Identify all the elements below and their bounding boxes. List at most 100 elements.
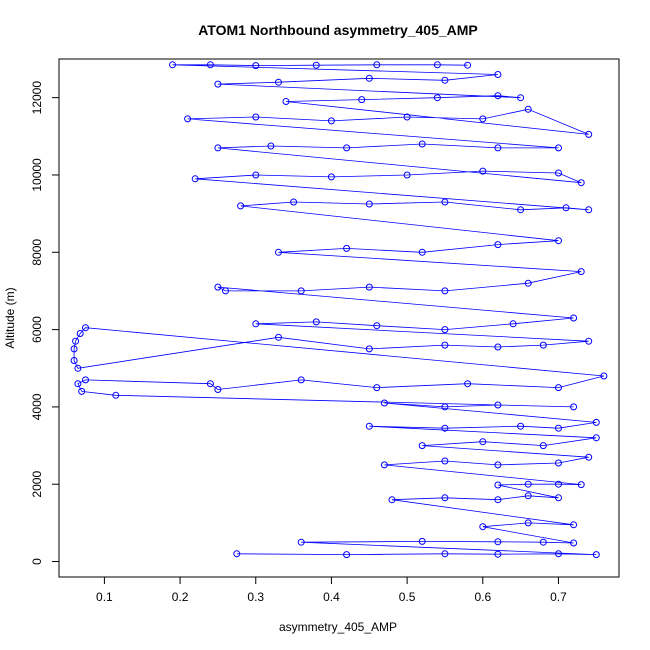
- data-point: [70, 357, 78, 364]
- data-point: [169, 61, 176, 69]
- data-point: [555, 237, 562, 245]
- data-point: [494, 343, 502, 351]
- data-point: [343, 144, 351, 152]
- data-point: [112, 391, 120, 399]
- data-point: [214, 386, 222, 393]
- plot-frame: [58, 58, 620, 578]
- data-point: [494, 538, 502, 546]
- data-point: [76, 330, 84, 337]
- data-point: [418, 442, 426, 450]
- data-point: [539, 442, 547, 450]
- data-point: [433, 94, 441, 102]
- data-point: [585, 453, 593, 461]
- data-point: [585, 206, 593, 214]
- y-tick-label: 10000: [30, 158, 44, 192]
- data-point: [327, 117, 335, 125]
- data-point: [555, 169, 562, 177]
- data-point: [570, 314, 578, 322]
- data-point: [494, 144, 502, 152]
- y-tick-label: 8000: [30, 239, 44, 266]
- y-tick-label: 0: [30, 558, 44, 565]
- data-point: [494, 461, 502, 469]
- data-point: [494, 550, 502, 558]
- data-point: [297, 287, 305, 295]
- data-point: [562, 204, 570, 212]
- data-point: [494, 241, 502, 249]
- data-point: [539, 538, 547, 546]
- data-point: [373, 61, 381, 69]
- data-point: [555, 550, 562, 558]
- y-tick-label: 4000: [30, 393, 44, 420]
- data-point: [191, 175, 199, 183]
- data-point: [365, 345, 373, 353]
- data-point: [555, 424, 562, 432]
- data-point: [297, 376, 305, 384]
- data-point: [524, 279, 532, 287]
- x-tick-label: 0.2: [172, 590, 189, 604]
- data-point: [592, 551, 600, 559]
- data-point: [206, 61, 214, 69]
- data-point: [403, 171, 411, 179]
- data-point: [585, 130, 593, 138]
- data-point: [252, 320, 260, 328]
- data-point: [74, 364, 82, 372]
- data-point: [72, 337, 80, 345]
- data-point: [418, 140, 426, 148]
- data-point: [577, 481, 585, 489]
- data-point: [78, 387, 86, 395]
- data-point: [494, 401, 502, 409]
- data-point: [555, 459, 562, 467]
- x-axis: 0.1 0.2 0.3 0.4 0.5 0.6 0.7: [96, 576, 567, 604]
- data-point: [524, 492, 532, 500]
- data-point: [441, 326, 449, 334]
- data-point: [365, 283, 373, 291]
- data-point: [365, 74, 373, 82]
- data-point: [509, 320, 517, 328]
- data-point: [555, 494, 562, 502]
- data-point: [479, 115, 487, 123]
- data-point: [290, 198, 298, 206]
- data-point: [380, 461, 388, 469]
- data-point: [441, 494, 449, 502]
- data-point: [70, 345, 78, 353]
- data-point: [214, 283, 222, 291]
- data-point: [237, 202, 245, 210]
- data-point: [206, 380, 214, 388]
- data-point: [275, 333, 282, 341]
- data-point: [327, 173, 335, 181]
- data-point: [233, 550, 241, 558]
- data-point: [555, 384, 562, 392]
- data-point: [441, 287, 449, 295]
- data-point: [524, 105, 532, 113]
- data-point: [517, 94, 525, 102]
- data-point: [479, 438, 487, 446]
- data-point: [380, 399, 388, 407]
- data-point: [297, 538, 305, 546]
- x-tick-label: 0.3: [247, 590, 264, 604]
- data-point: [494, 496, 502, 504]
- x-tick-label: 0.7: [550, 590, 567, 604]
- data-point: [464, 61, 472, 69]
- data-point: [433, 61, 441, 69]
- data-point: [441, 403, 449, 411]
- x-tick-label: 0.5: [399, 590, 416, 604]
- data-point: [592, 418, 600, 426]
- data-point: [592, 434, 600, 442]
- data-point: [184, 115, 192, 123]
- series-line: [73, 64, 604, 555]
- data-point: [577, 179, 585, 187]
- data-point: [570, 403, 578, 411]
- data-point: [577, 268, 585, 276]
- data-point: [539, 341, 547, 349]
- data-point: [494, 481, 502, 489]
- x-tick-label: 0.4: [323, 590, 340, 604]
- data-point: [517, 422, 525, 430]
- data-point: [570, 539, 578, 547]
- data-point: [267, 142, 275, 150]
- data-point: [570, 521, 578, 529]
- data-point: [585, 337, 593, 345]
- data-point: [312, 61, 320, 69]
- data-point: [343, 244, 351, 252]
- data-point: [373, 384, 381, 392]
